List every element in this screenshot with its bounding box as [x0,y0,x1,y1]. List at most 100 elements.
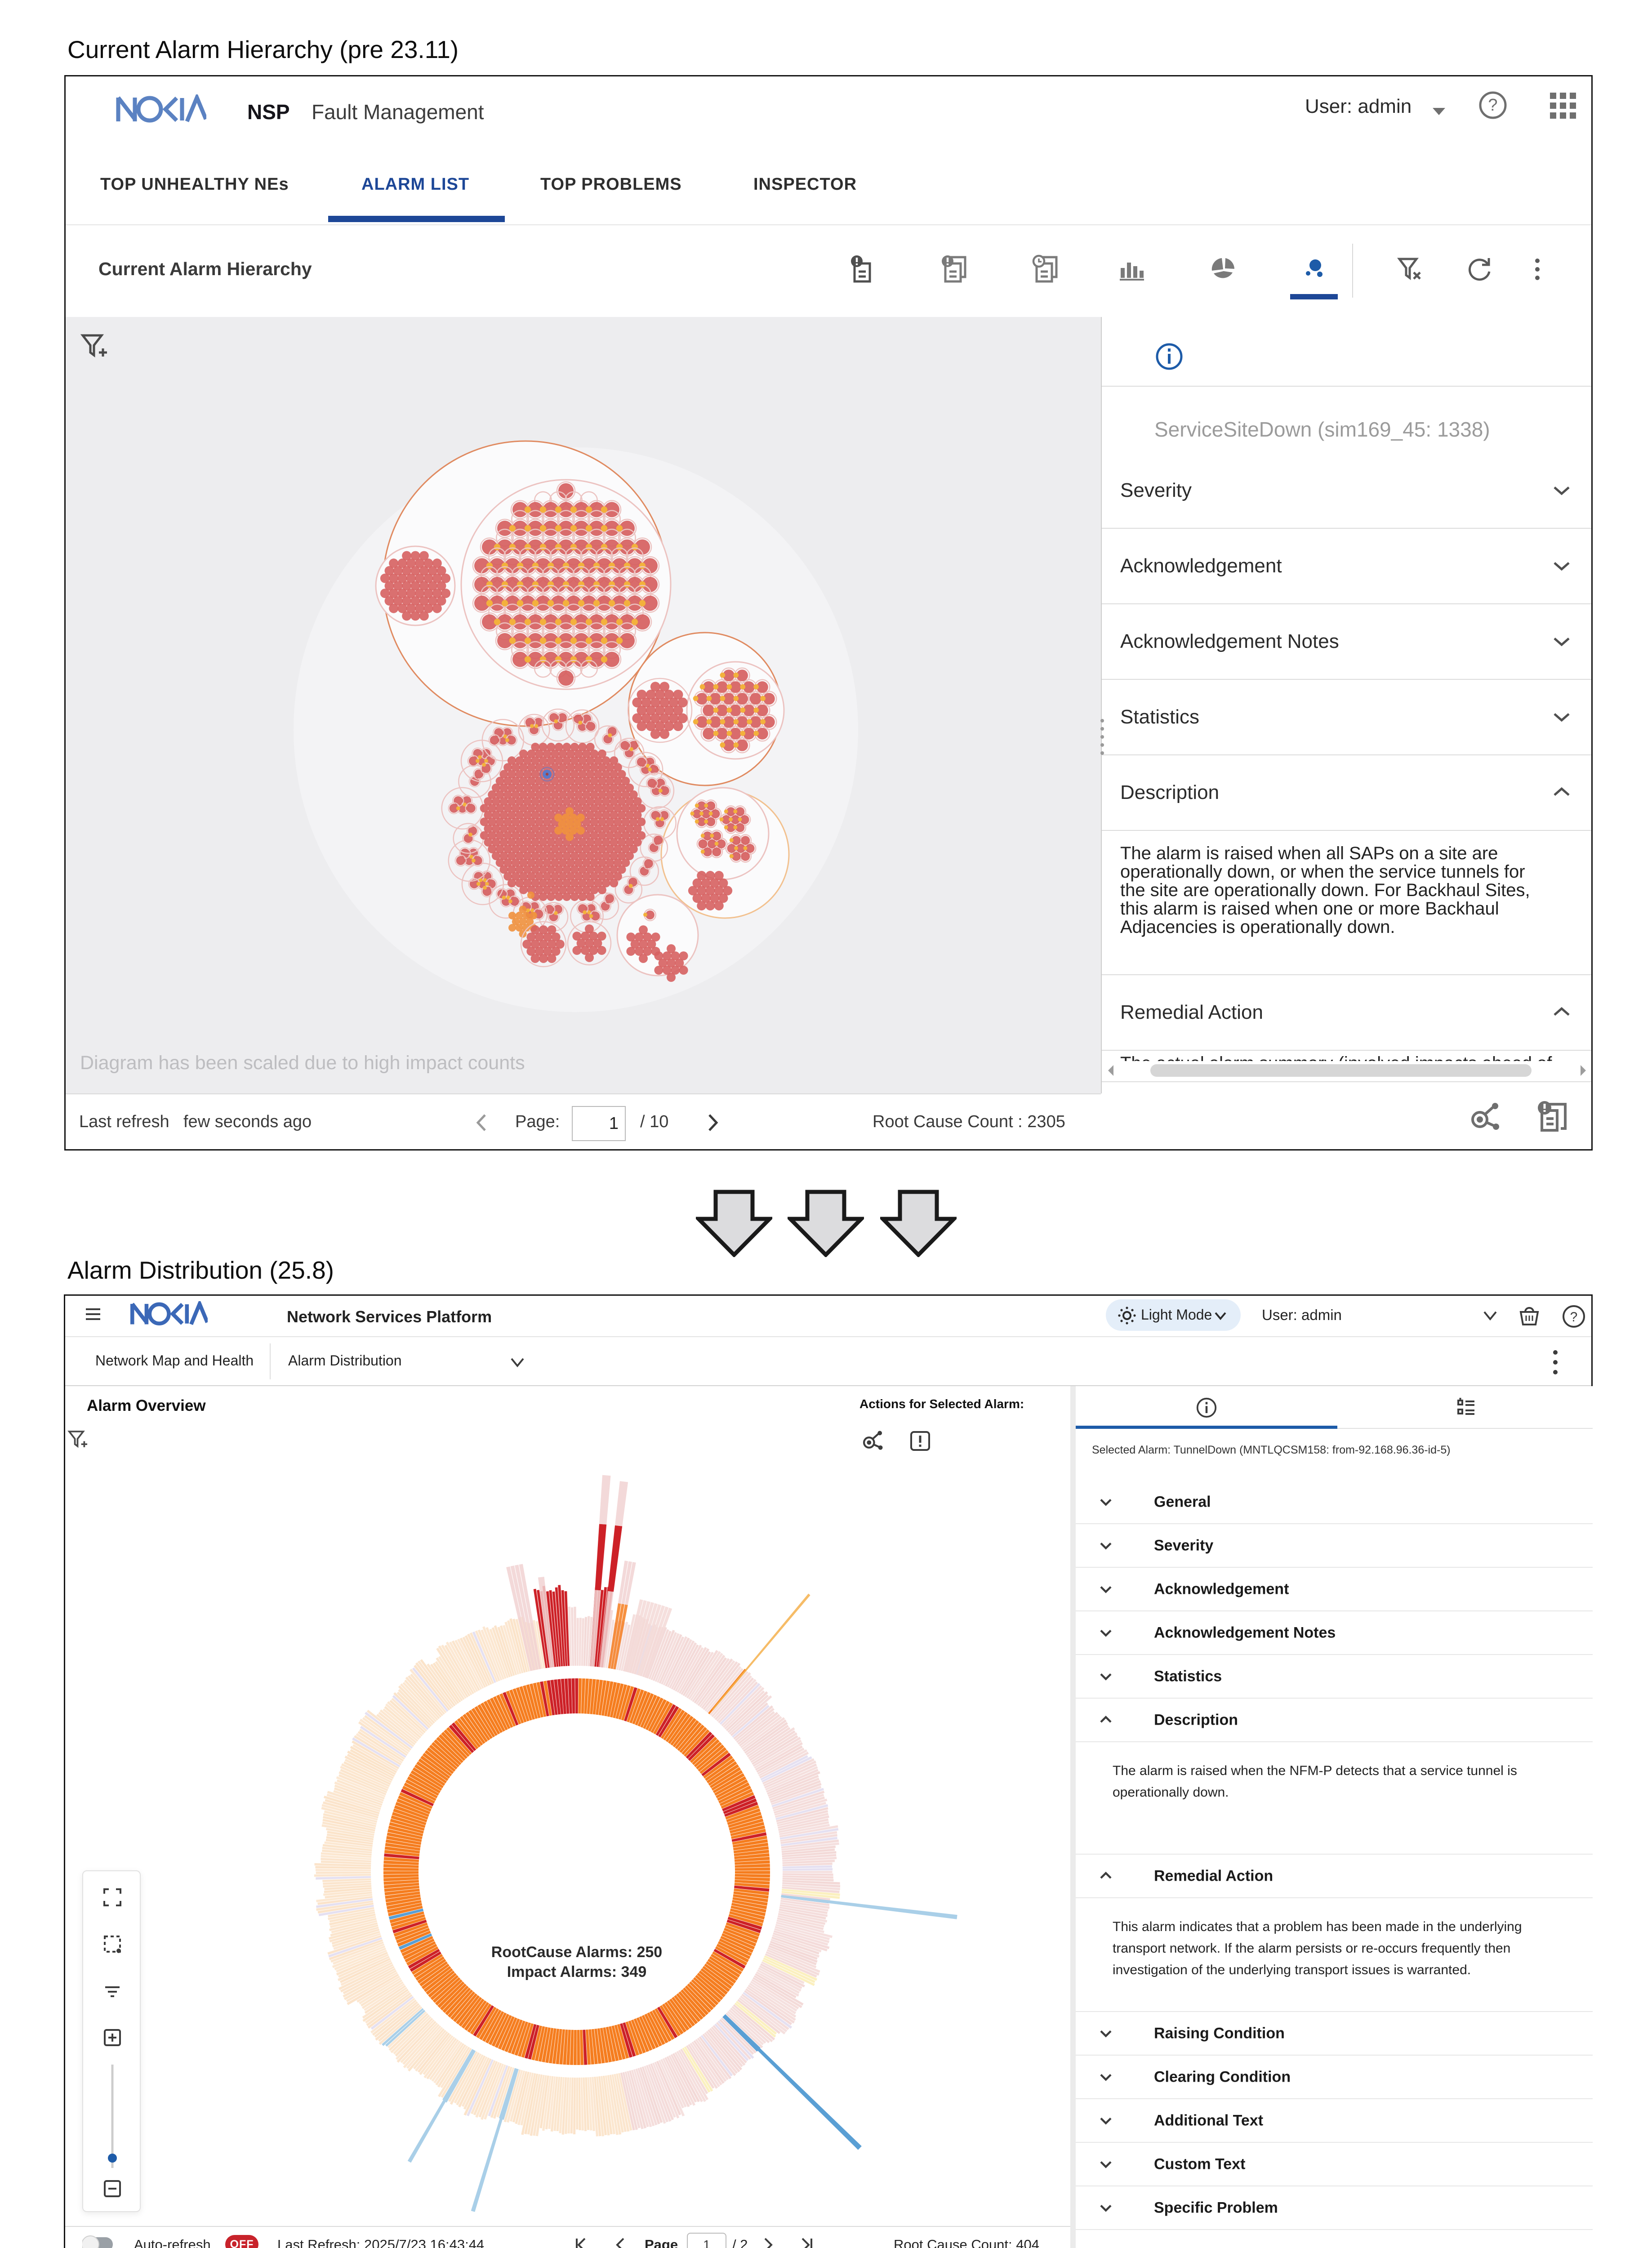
clear-filter-icon[interactable] [1395,254,1425,284]
first-page-icon[interactable] [573,2237,591,2248]
chevron-down-icon[interactable] [1481,1309,1499,1323]
zoom-slider[interactable] [108,2060,117,2172]
add-filter-icon[interactable] [79,332,111,363]
caret-down-icon[interactable] [1430,104,1448,118]
section-label: Specific Problem [1154,2199,1278,2216]
section-statistics[interactable]: Statistics [1102,680,1591,755]
pie-chart-icon[interactable] [1208,254,1238,284]
tab-alarm-distribution[interactable]: Alarm Distribution [288,1352,402,1369]
chevron-down-icon[interactable] [1552,707,1572,727]
chevron-up-icon[interactable] [1098,1713,1113,1728]
last-page-icon[interactable] [798,2237,816,2248]
chevron-down-icon[interactable] [1552,481,1572,500]
help-icon[interactable]: ? [1478,90,1508,120]
section-specific-problem[interactable]: Specific Problem [1076,2186,1593,2230]
section-severity[interactable]: Severity [1102,453,1591,529]
help-icon[interactable]: ? [1561,1304,1586,1329]
layers-icon[interactable] [102,1981,122,2001]
theme-selector[interactable]: Light Mode [1106,1299,1241,1331]
add-filter-icon[interactable] [67,1429,90,1452]
sun-icon [1118,1307,1136,1325]
panel-resize-gutter[interactable] [1070,1386,1076,2248]
list-tab-icon[interactable] [1456,1397,1477,1418]
section-clearing-condition[interactable]: Clearing Condition [1076,2056,1593,2099]
more-menu-icon[interactable] [1523,254,1552,284]
last-refresh-label: Last refresh [79,1112,169,1131]
refresh-icon[interactable] [1465,254,1494,284]
section-raising-condition[interactable]: Raising Condition [1076,2012,1593,2056]
chevron-down-icon[interactable] [1098,2113,1113,2128]
section-acknowledgement[interactable]: Acknowledgement [1102,529,1591,604]
auto-refresh-toggle[interactable] [82,2235,120,2248]
section-acknowledgement[interactable]: Acknowledgement [1076,1568,1593,1611]
page-prev-icon[interactable] [472,1111,490,1134]
tab-top-problems[interactable]: TOP PROBLEMS [540,175,682,194]
chevron-up-icon[interactable] [1552,783,1572,803]
bar-chart-icon[interactable] [1117,254,1147,284]
chevron-down-icon[interactable] [1098,2070,1113,2085]
section-remedial-action[interactable]: Remedial Action [1102,975,1591,1051]
fullscreen-icon[interactable] [102,1887,122,1907]
section-general[interactable]: General [1076,1481,1593,1524]
chevron-down-icon[interactable] [1098,1625,1113,1641]
zoom-out-icon[interactable] [102,2179,122,2199]
zoom-in-icon[interactable] [102,2028,122,2047]
info-tab-icon[interactable] [1196,1397,1217,1418]
page-input[interactable]: 1 [572,1106,626,1141]
alarm-list-icon[interactable] [1536,1099,1572,1135]
section-acknowledgement-notes[interactable]: Acknowledgement Notes [1076,1611,1593,1655]
chevron-down-icon[interactable] [1098,1582,1113,1597]
marketplace-icon[interactable] [1517,1304,1541,1328]
root-cause-icon[interactable] [1468,1101,1501,1134]
alarm-hierarchy-canvas[interactable]: Diagram has been scaled due to high impa… [66,317,1101,1093]
chevron-down-icon[interactable] [1098,2026,1113,2041]
section-statistics[interactable]: Statistics [1076,1655,1593,1699]
chevron-down-icon[interactable] [1098,1494,1113,1510]
chevron-down-icon[interactable] [1098,2200,1113,2216]
section-label: Statistics [1120,706,1200,728]
prev-page-icon[interactable] [613,2237,631,2248]
section-remedial-action[interactable]: Remedial Action [1076,1855,1593,1898]
tab-top-unhealthy-nes[interactable]: TOP UNHEALTHY NEs [100,175,289,194]
chevron-down-icon[interactable] [509,1356,526,1369]
tab-alarm-list[interactable]: ALARM LIST [361,175,470,194]
page-next-icon[interactable] [704,1111,722,1134]
drag-handle[interactable] [1099,717,1105,758]
pane-title: Alarm Overview [87,1397,206,1414]
alarm-history-icon[interactable] [1031,254,1061,284]
down-arrow-icon [696,1190,772,1257]
screenshot-alarm-distribution: Network Services Platform Light Mode Use… [64,1294,1593,2248]
h-scrollbar[interactable] [1105,1062,1589,1079]
info-icon[interactable] [1155,342,1184,371]
section-severity[interactable]: Severity [1076,1524,1593,1568]
section-label: Severity [1120,479,1192,501]
current-alarms-icon[interactable] [849,254,879,284]
section-additional-text[interactable]: Additional Text [1076,2099,1593,2143]
tab-network-map-and-health[interactable]: Network Map and Health [95,1352,254,1369]
chevron-up-icon[interactable] [1098,1869,1113,1884]
app-grid-icon[interactable] [1549,92,1577,120]
root-cause-icon[interactable] [861,1429,884,1453]
chevron-down-icon[interactable] [1098,2157,1113,2172]
chevron-down-icon[interactable] [1098,1538,1113,1553]
user-menu[interactable]: User: admin [1262,1307,1342,1323]
chevron-down-icon[interactable] [1098,1669,1113,1684]
bubble-chart-icon[interactable] [1299,254,1329,284]
menu-icon[interactable] [84,1306,102,1324]
tab-inspector[interactable]: INSPECTOR [753,175,857,194]
fit-to-view-icon[interactable] [102,1934,122,1954]
alarm-list-icon[interactable] [940,254,970,284]
chevron-down-icon[interactable] [1552,632,1572,651]
section-custom-text[interactable]: Custom Text [1076,2143,1593,2186]
next-page-icon[interactable] [760,2237,778,2248]
chevron-up-icon[interactable] [1552,1003,1572,1022]
section-description[interactable]: Description [1102,755,1591,831]
user-menu[interactable]: User: admin [1305,95,1412,117]
section-acknowledgement-notes[interactable]: Acknowledgement Notes [1102,604,1591,680]
impact-icon[interactable] [908,1429,932,1453]
section-description[interactable]: Description [1076,1699,1593,1742]
section-body: The alarm is raised when all SAPs on a s… [1102,831,1591,975]
more-menu-icon[interactable] [1551,1348,1560,1377]
page-input[interactable]: 1 [687,2233,726,2248]
chevron-down-icon[interactable] [1552,556,1572,576]
